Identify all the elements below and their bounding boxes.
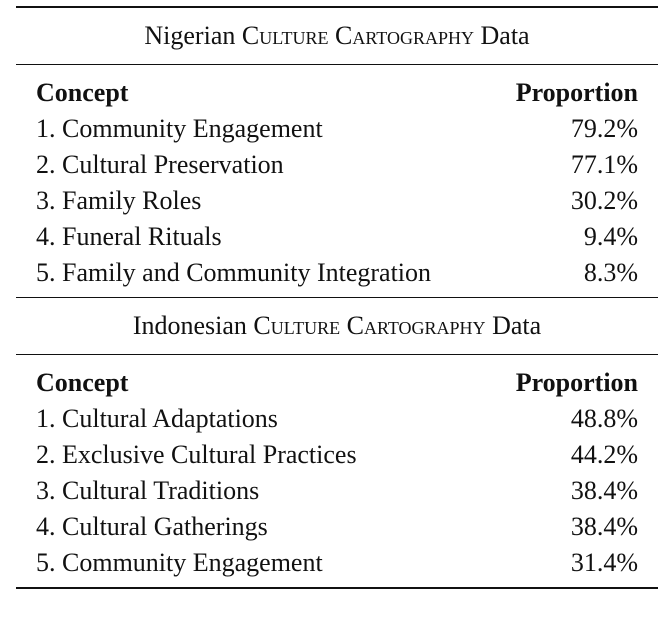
- proportion-cell: 38.4%: [570, 476, 638, 505]
- section-rule: [16, 354, 658, 355]
- concept-cell: 1. Cultural Adaptations: [36, 404, 278, 433]
- concept-column-header: Concept: [36, 368, 129, 397]
- concept-cell: 3. Cultural Traditions: [36, 476, 260, 505]
- caption-prefix: Indonesian: [132, 311, 247, 340]
- proportion-cell: 77.1%: [570, 150, 638, 179]
- concept-cell: 2. Cultural Preservation: [36, 150, 284, 179]
- table-row: 4. Cultural Gatherings 38.4%: [16, 509, 658, 545]
- concept-cell: 5. Family and Community Integration: [36, 258, 432, 287]
- table-row: 1. Community Engagement 79.2%: [16, 111, 658, 147]
- nigerian-section-caption: Nigerian Culture Cartography Data: [16, 8, 658, 64]
- proportion-cell: 38.4%: [570, 512, 638, 541]
- bottom-rule: [16, 587, 658, 589]
- caption-prefix: Nigerian: [144, 21, 236, 50]
- nigerian-concepts-table: Concept Proportion 1. Community Engageme…: [16, 65, 658, 297]
- table-row: 5. Community Engagement 31.4%: [16, 545, 658, 581]
- section-divider-rule: [16, 297, 658, 298]
- concept-cell: 1. Community Engagement: [36, 114, 323, 143]
- table-header-row: Concept Proportion: [16, 75, 658, 111]
- table-row: 4. Funeral Rituals 9.4%: [16, 219, 658, 255]
- caption-dataset-name: Culture Cartography: [253, 311, 486, 340]
- section-rule: [16, 64, 658, 65]
- proportion-cell: 79.2%: [570, 114, 638, 143]
- concept-cell: 4. Funeral Rituals: [36, 222, 222, 251]
- caption-suffix: Data: [492, 311, 542, 340]
- proportion-cell: 9.4%: [583, 222, 638, 251]
- proportion-cell: 44.2%: [570, 440, 638, 469]
- culture-cartography-table: Nigerian Culture Cartography Data Concep…: [16, 6, 658, 589]
- table-header-row: Concept Proportion: [16, 365, 658, 401]
- table-row: 2. Exclusive Cultural Practices 44.2%: [16, 437, 658, 473]
- caption-suffix: Data: [480, 21, 530, 50]
- proportion-column-header: Proportion: [515, 78, 638, 107]
- proportion-cell: 30.2%: [570, 186, 638, 215]
- table-row: 5. Family and Community Integration 8.3%: [16, 255, 658, 291]
- concept-cell: 4. Cultural Gatherings: [36, 512, 268, 541]
- concept-cell: 3. Family Roles: [36, 186, 202, 215]
- indonesian-concepts-table: Concept Proportion 1. Cultural Adaptatio…: [16, 355, 658, 587]
- caption-dataset-name: Culture Cartography: [241, 21, 474, 50]
- concept-column-header: Concept: [36, 78, 129, 107]
- table-row: 1. Cultural Adaptations 48.8%: [16, 401, 658, 437]
- concept-cell: 2. Exclusive Cultural Practices: [36, 440, 357, 469]
- indonesian-section-caption: Indonesian Culture Cartography Data: [16, 298, 658, 354]
- proportion-cell: 48.8%: [570, 404, 638, 433]
- top-rule: [16, 6, 658, 8]
- proportion-cell: 8.3%: [583, 258, 638, 287]
- table-row: 2. Cultural Preservation 77.1%: [16, 147, 658, 183]
- table-row: 3. Cultural Traditions 38.4%: [16, 473, 658, 509]
- concept-cell: 5. Community Engagement: [36, 548, 323, 577]
- table-row: 3. Family Roles 30.2%: [16, 183, 658, 219]
- proportion-cell: 31.4%: [570, 548, 638, 577]
- proportion-column-header: Proportion: [515, 368, 638, 397]
